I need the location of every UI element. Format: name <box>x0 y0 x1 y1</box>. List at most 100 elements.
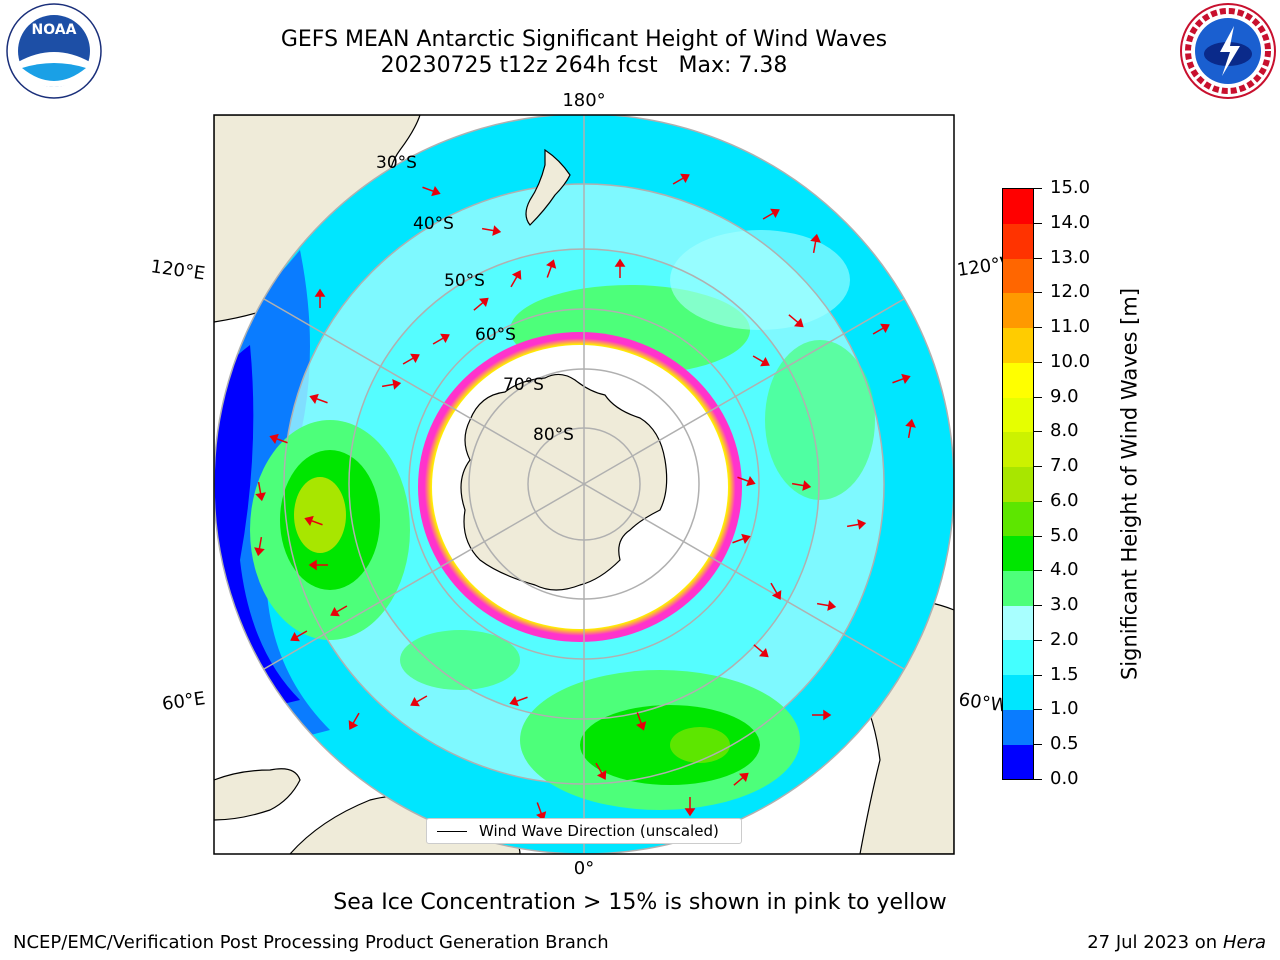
graticule <box>214 115 954 854</box>
noaa-logo: NOAA <box>6 3 102 99</box>
colorbar-tick <box>1034 501 1042 502</box>
new-zealand <box>525 148 571 226</box>
colorbar-tick-label: 3.0 <box>1050 594 1079 615</box>
colorbar-tick <box>1034 258 1042 259</box>
arrow <box>536 802 547 821</box>
colorbar-segment <box>1003 640 1033 676</box>
colorbar-segment <box>1003 189 1033 224</box>
colorbar-tick <box>1034 362 1042 363</box>
colorbar-tick-label: 1.5 <box>1050 664 1079 685</box>
arrow <box>308 559 328 571</box>
title-line-1: GEFS MEAN Antarctic Significant Height o… <box>280 27 888 52</box>
antarctica <box>460 373 668 591</box>
arrow <box>892 373 911 384</box>
arrow <box>546 259 557 278</box>
arrow <box>595 762 607 780</box>
colorbar-tick-label: 10.0 <box>1050 351 1091 372</box>
colorbar-tick <box>1034 779 1042 780</box>
colorbar-tick <box>1034 744 1042 745</box>
lat-label-70s: 70°S <box>503 375 544 395</box>
colorbar-tick-label: 11.0 <box>1050 316 1091 337</box>
arrow <box>309 393 328 404</box>
lon-label-lower-left: 60°E <box>161 688 207 715</box>
colorbar-tick <box>1034 640 1042 641</box>
colorbar-tick-label: 15.0 <box>1050 177 1091 198</box>
lon-label-bottom: 0° <box>574 858 594 879</box>
colorbar-segment <box>1003 327 1033 363</box>
colorbar-segment <box>1003 709 1033 745</box>
legend-label: Wind Wave Direction (unscaled) <box>479 822 719 840</box>
colorbar-tick <box>1034 223 1042 224</box>
arrow <box>672 173 690 185</box>
arrow <box>762 208 780 220</box>
lat-label-40s: 40°S <box>413 214 454 234</box>
arrow <box>737 476 756 487</box>
colorbar-tick-label: 2.0 <box>1050 629 1079 650</box>
colorbar-tick <box>1034 709 1042 710</box>
arrow <box>481 225 502 236</box>
arrow <box>732 533 751 544</box>
arrow <box>510 270 522 288</box>
colorbar-segment <box>1003 536 1033 572</box>
colorbar-tick <box>1034 188 1042 189</box>
map-frame <box>213 114 955 855</box>
colorbar-tick-label: 4.0 <box>1050 559 1079 580</box>
colorbar-tick-label: 13.0 <box>1050 247 1091 268</box>
arrow <box>791 480 812 491</box>
colorbar-tick <box>1034 675 1042 676</box>
chart-title: GEFS MEAN Antarctic Significant Height o… <box>184 27 984 79</box>
colorbar-tick-label: 0.5 <box>1050 733 1079 754</box>
colorbar-tick-label: 0.0 <box>1050 768 1079 789</box>
colorbar-segment <box>1003 293 1033 329</box>
arrow <box>473 297 489 311</box>
colorbar <box>1002 188 1034 780</box>
arrow <box>770 582 782 600</box>
legend-line-swatch <box>437 831 467 832</box>
arrow <box>752 355 770 367</box>
arrow <box>816 600 837 611</box>
arrow <box>788 314 804 328</box>
lat-label-80s: 80°S <box>533 425 574 445</box>
footer-date: 27 Jul 2023 on Hera <box>1087 932 1266 953</box>
noaa-logo-text: NOAA <box>32 22 77 38</box>
arrow <box>314 288 326 308</box>
colorbar-tick-label: 6.0 <box>1050 490 1079 511</box>
colorbar-tick <box>1034 292 1042 293</box>
colorbar-segment <box>1003 570 1033 606</box>
colorbar-title: Significant Height of Wind Waves [m] <box>1117 287 1142 681</box>
arrow <box>905 418 916 439</box>
lat-label-60s: 60°S <box>475 325 516 345</box>
colorbar-tick <box>1034 466 1042 467</box>
colorbar-segment <box>1003 501 1033 537</box>
colorbar-segment <box>1003 674 1033 710</box>
footer-host: Hera <box>1222 932 1266 953</box>
colorbar-tick <box>1034 397 1042 398</box>
arrow <box>290 630 308 642</box>
arrow <box>432 333 450 345</box>
lat-label-30s: 30°S <box>376 153 417 173</box>
colorbar-segment <box>1003 223 1033 259</box>
arrow <box>846 519 867 530</box>
arrow <box>636 712 647 731</box>
colorbar-segment <box>1003 466 1033 502</box>
lat-label-50s: 50°S <box>444 271 485 291</box>
colorbar-tick-label: 5.0 <box>1050 525 1079 546</box>
arrow <box>753 644 769 658</box>
colorbar-segment <box>1003 362 1033 398</box>
colorbar-segment <box>1003 605 1033 641</box>
colorbar-tick <box>1034 536 1042 537</box>
title-line-2: 20230725 t12z 264h fcst Max: 7.38 <box>380 53 788 78</box>
arrow <box>381 379 402 390</box>
colorbar-tick-label: 8.0 <box>1050 420 1079 441</box>
nws-logo <box>1180 3 1276 99</box>
footer-org: NCEP/EMC/Verification Post Processing Pr… <box>13 932 609 953</box>
map-legend: Wind Wave Direction (unscaled) <box>426 818 742 844</box>
arrow <box>410 695 428 707</box>
colorbar-tick <box>1034 605 1042 606</box>
arrow <box>402 353 420 365</box>
wind-wave-arrows <box>254 173 916 821</box>
arrow <box>330 605 348 617</box>
arrow <box>614 258 626 278</box>
arrow <box>255 481 266 502</box>
colorbar-segment <box>1003 431 1033 467</box>
